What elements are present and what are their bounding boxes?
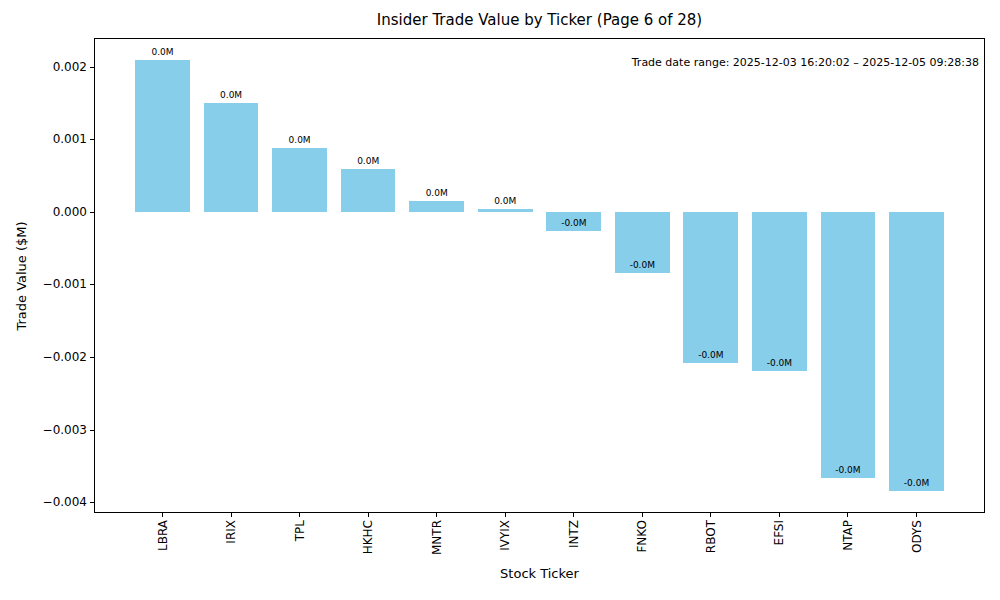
y-tick-label: 0.001 bbox=[27, 132, 87, 146]
x-tick-label: TPL bbox=[293, 520, 307, 541]
x-tick-mark bbox=[436, 513, 437, 517]
trade-date-range-annotation: Trade date range: 2025-12-03 16:20:02 – … bbox=[632, 56, 979, 69]
x-tick-label: NTAP bbox=[841, 520, 855, 551]
x-axis-label: Stock Ticker bbox=[94, 566, 985, 581]
y-axis-label: Trade Value ($M) bbox=[14, 221, 29, 330]
x-tick-mark bbox=[505, 513, 506, 517]
x-tick-mark bbox=[779, 513, 780, 517]
x-tick-label: HKHC bbox=[361, 520, 375, 554]
y-tick-label: 0.002 bbox=[27, 60, 87, 74]
x-tick-label: FNKO bbox=[635, 520, 649, 553]
x-tick-mark bbox=[299, 513, 300, 517]
plot-area: Trade date range: 2025-12-03 16:20:02 – … bbox=[94, 38, 985, 513]
x-tick-mark bbox=[642, 513, 643, 517]
y-tick-label: −0.001 bbox=[27, 277, 87, 291]
chart-title: Insider Trade Value by Ticker (Page 6 of… bbox=[94, 11, 985, 29]
y-tick-label: 0.000 bbox=[27, 205, 87, 219]
y-tick-label: −0.004 bbox=[27, 495, 87, 509]
figure: Insider Trade Value by Ticker (Page 6 of… bbox=[0, 0, 1000, 600]
x-tick-mark bbox=[573, 513, 574, 517]
x-tick-mark bbox=[368, 513, 369, 517]
x-tick-label: MNTR bbox=[430, 520, 444, 555]
x-tick-mark bbox=[710, 513, 711, 517]
x-tick-mark bbox=[231, 513, 232, 517]
x-tick-label: IVYIX bbox=[498, 520, 512, 551]
x-tick-label: EFSI bbox=[772, 520, 786, 545]
x-tick-label: IRIX bbox=[224, 520, 238, 544]
y-tick-label: −0.003 bbox=[27, 423, 87, 437]
x-tick-mark bbox=[162, 513, 163, 517]
x-tick-label: RBOT bbox=[704, 520, 718, 553]
x-tick-label: INTZ bbox=[567, 520, 581, 548]
x-tick-label: LBRA bbox=[156, 520, 170, 551]
x-tick-label: ODYS bbox=[910, 520, 924, 553]
x-tick-mark bbox=[847, 513, 848, 517]
y-tick-label: −0.002 bbox=[27, 350, 87, 364]
x-tick-mark bbox=[916, 513, 917, 517]
